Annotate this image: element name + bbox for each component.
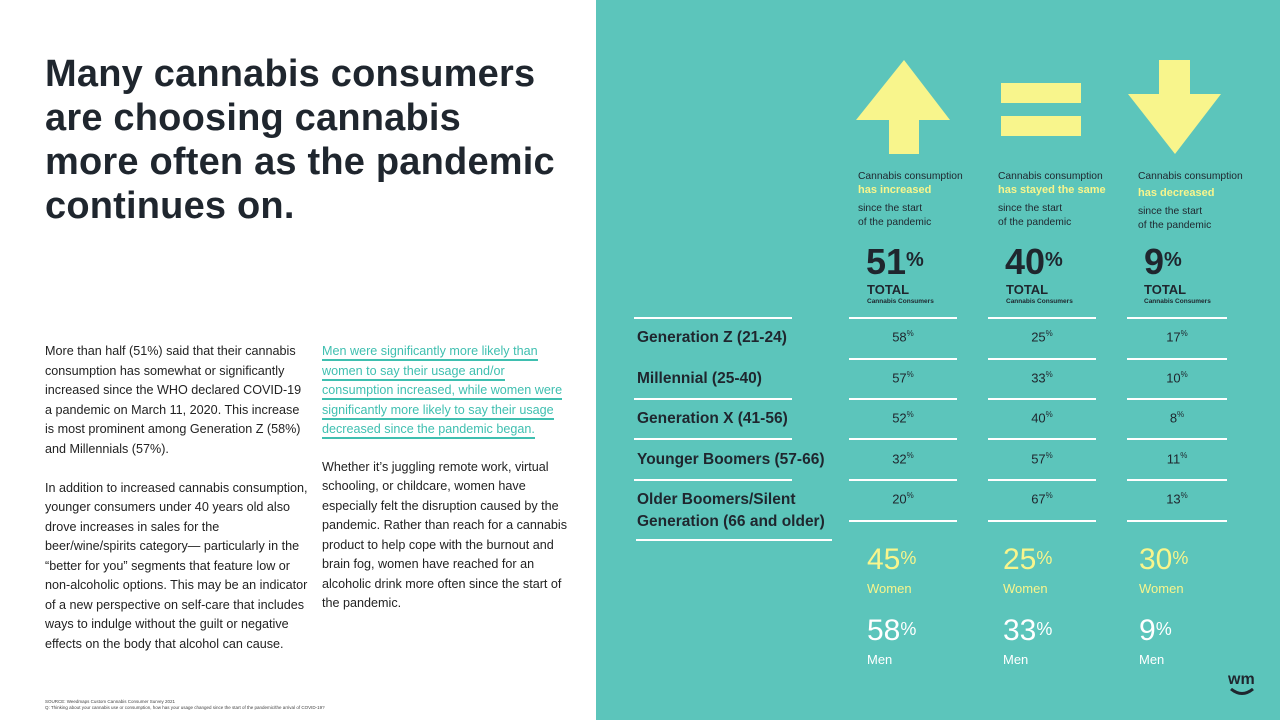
header-prefix: Cannabis consumption bbox=[858, 171, 963, 182]
row-label-line: Older Boomers/Silent bbox=[637, 491, 796, 508]
header-suffix: of the pandemic bbox=[1138, 219, 1212, 231]
header-suffix: since the start bbox=[1138, 206, 1203, 217]
cell: 58% bbox=[892, 329, 914, 345]
total-label: TOTAL Cannabis Consumers bbox=[1006, 282, 1073, 306]
divider bbox=[849, 438, 957, 440]
cell: 52% bbox=[892, 410, 914, 426]
header-suffix: since the start bbox=[998, 203, 1063, 214]
cell: 57% bbox=[1031, 451, 1053, 467]
women-label: Women bbox=[1139, 581, 1184, 596]
men-label: Men bbox=[1003, 652, 1029, 667]
divider bbox=[634, 479, 792, 481]
women-stat-decreased: 30% bbox=[1139, 543, 1189, 576]
header-prefix: Cannabis consumption bbox=[998, 171, 1103, 182]
divider bbox=[1127, 520, 1227, 522]
header-highlight: has decreased bbox=[1138, 186, 1215, 199]
cell: 13% bbox=[1166, 491, 1188, 507]
cell: 25% bbox=[1031, 329, 1053, 345]
women-stat-same: 25% bbox=[1003, 543, 1053, 576]
header-suffix: of the pandemic bbox=[998, 216, 1072, 228]
header-suffix: of the pandemic bbox=[858, 216, 932, 228]
row-label-line: Generation (66 and older) bbox=[637, 513, 825, 530]
divider bbox=[988, 520, 1096, 522]
divider bbox=[988, 438, 1096, 440]
cell: 67% bbox=[1031, 491, 1053, 507]
column-header-same: Cannabis consumption has stayed the same… bbox=[998, 170, 1133, 229]
smile-icon bbox=[1230, 688, 1254, 695]
header-highlight: has stayed the same bbox=[998, 183, 1106, 196]
paragraph: In addition to increased cannabis consum… bbox=[45, 480, 308, 651]
men-stat-decreased: 9% bbox=[1139, 614, 1172, 647]
divider bbox=[1127, 438, 1227, 440]
divider bbox=[849, 398, 957, 400]
cell: 17% bbox=[1166, 329, 1188, 345]
source-line: SOURCE: Weedmaps Custom Cannabis Consume… bbox=[45, 699, 175, 704]
divider bbox=[849, 520, 957, 522]
divider bbox=[1127, 317, 1227, 319]
paragraph: Whether it’s juggling remote work, virtu… bbox=[322, 459, 568, 611]
cell: 40% bbox=[1031, 410, 1053, 426]
logo-text: wm bbox=[1228, 671, 1255, 688]
column-header-decreased: Cannabis consumption has decreased since… bbox=[1138, 170, 1273, 232]
header-highlight: has increased bbox=[858, 183, 932, 196]
paragraph: More than half (51%) said that their can… bbox=[45, 344, 302, 456]
text-panel: Many cannabis consumers are choosing can… bbox=[0, 0, 596, 720]
divider bbox=[634, 317, 792, 319]
right-text-column: Men were significantly more likely than … bbox=[322, 342, 574, 614]
callout-highlight: Men were significantly more likely than … bbox=[322, 342, 574, 440]
row-label-younger-boomers: Younger Boomers (57-66) bbox=[637, 451, 825, 468]
header-suffix: since the start bbox=[858, 203, 923, 214]
question-line: Q: Thinking about your cannabis use or c… bbox=[45, 705, 325, 710]
divider bbox=[636, 539, 832, 541]
cell: 33% bbox=[1031, 370, 1053, 386]
divider bbox=[1127, 358, 1227, 360]
left-text-column: More than half (51%) said that their can… bbox=[45, 342, 310, 674]
total-label: TOTAL Cannabis Consumers bbox=[1144, 282, 1211, 306]
women-label: Women bbox=[1003, 581, 1048, 596]
cell: 32% bbox=[892, 451, 914, 467]
men-stat-same: 33% bbox=[1003, 614, 1053, 647]
divider bbox=[849, 479, 957, 481]
divider bbox=[634, 438, 792, 440]
total-increased: 51% bbox=[866, 241, 924, 282]
divider bbox=[1127, 398, 1227, 400]
divider bbox=[988, 398, 1096, 400]
divider bbox=[634, 398, 792, 400]
total-same: 40% bbox=[1005, 241, 1063, 282]
cell: 57% bbox=[892, 370, 914, 386]
up-arrow-icon bbox=[856, 60, 950, 154]
callout-text: Men were significantly more likely than … bbox=[322, 344, 563, 439]
total-label: TOTAL Cannabis Consumers bbox=[867, 282, 934, 306]
cell: 11% bbox=[1166, 451, 1188, 467]
divider bbox=[988, 317, 1096, 319]
row-label-gen-z: Generation Z (21-24) bbox=[637, 329, 787, 346]
total-decreased: 9% bbox=[1144, 241, 1182, 282]
equals-icon bbox=[1001, 83, 1081, 136]
row-label-millennial: Millennial (25-40) bbox=[637, 370, 762, 387]
header-prefix: Cannabis consumption bbox=[1138, 171, 1243, 182]
divider bbox=[1127, 479, 1227, 481]
cell: 8% bbox=[1169, 410, 1185, 426]
women-label: Women bbox=[867, 581, 912, 596]
men-label: Men bbox=[1139, 652, 1165, 667]
headline: Many cannabis consumers are choosing can… bbox=[45, 53, 555, 227]
cell: 10% bbox=[1166, 370, 1188, 386]
women-stat-increased: 45% bbox=[867, 543, 917, 576]
divider bbox=[849, 358, 957, 360]
divider bbox=[849, 317, 957, 319]
divider bbox=[988, 479, 1096, 481]
cell: 20% bbox=[892, 491, 914, 507]
row-label-older-boomers: Older Boomers/Silent Generation (66 and … bbox=[637, 489, 825, 533]
source-note: SOURCE: Weedmaps Custom Cannabis Consume… bbox=[45, 699, 325, 711]
column-header-increased: Cannabis consumption has increased since… bbox=[858, 170, 993, 229]
weedmaps-logo: wm bbox=[1228, 672, 1255, 696]
row-label-gen-x: Generation X (41-56) bbox=[637, 410, 788, 427]
divider bbox=[988, 358, 1096, 360]
men-stat-increased: 58% bbox=[867, 614, 917, 647]
men-label: Men bbox=[867, 652, 893, 667]
down-arrow-icon bbox=[1128, 60, 1221, 154]
